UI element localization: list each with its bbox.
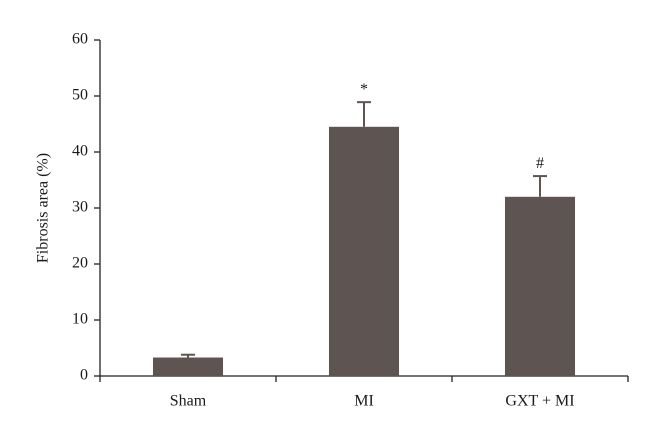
bar	[153, 357, 223, 376]
x-tick-label: MI	[354, 393, 374, 410]
y-axis-label: Fibrosis area (%)	[35, 153, 52, 263]
significance-label: #	[536, 155, 544, 172]
y-tick-label: 10	[72, 311, 88, 328]
y-tick-label: 0	[80, 367, 88, 384]
y-tick-label: 40	[72, 143, 88, 160]
y-tick-label: 60	[72, 31, 88, 48]
bar	[505, 196, 575, 376]
bar	[329, 126, 399, 376]
x-tick-label: GXT + MI	[505, 393, 574, 410]
x-tick-label: Sham	[170, 393, 207, 410]
y-tick-label: 30	[72, 199, 88, 216]
y-tick-label: 20	[72, 255, 88, 272]
significance-label: *	[360, 81, 368, 98]
y-tick-label: 50	[72, 87, 88, 104]
